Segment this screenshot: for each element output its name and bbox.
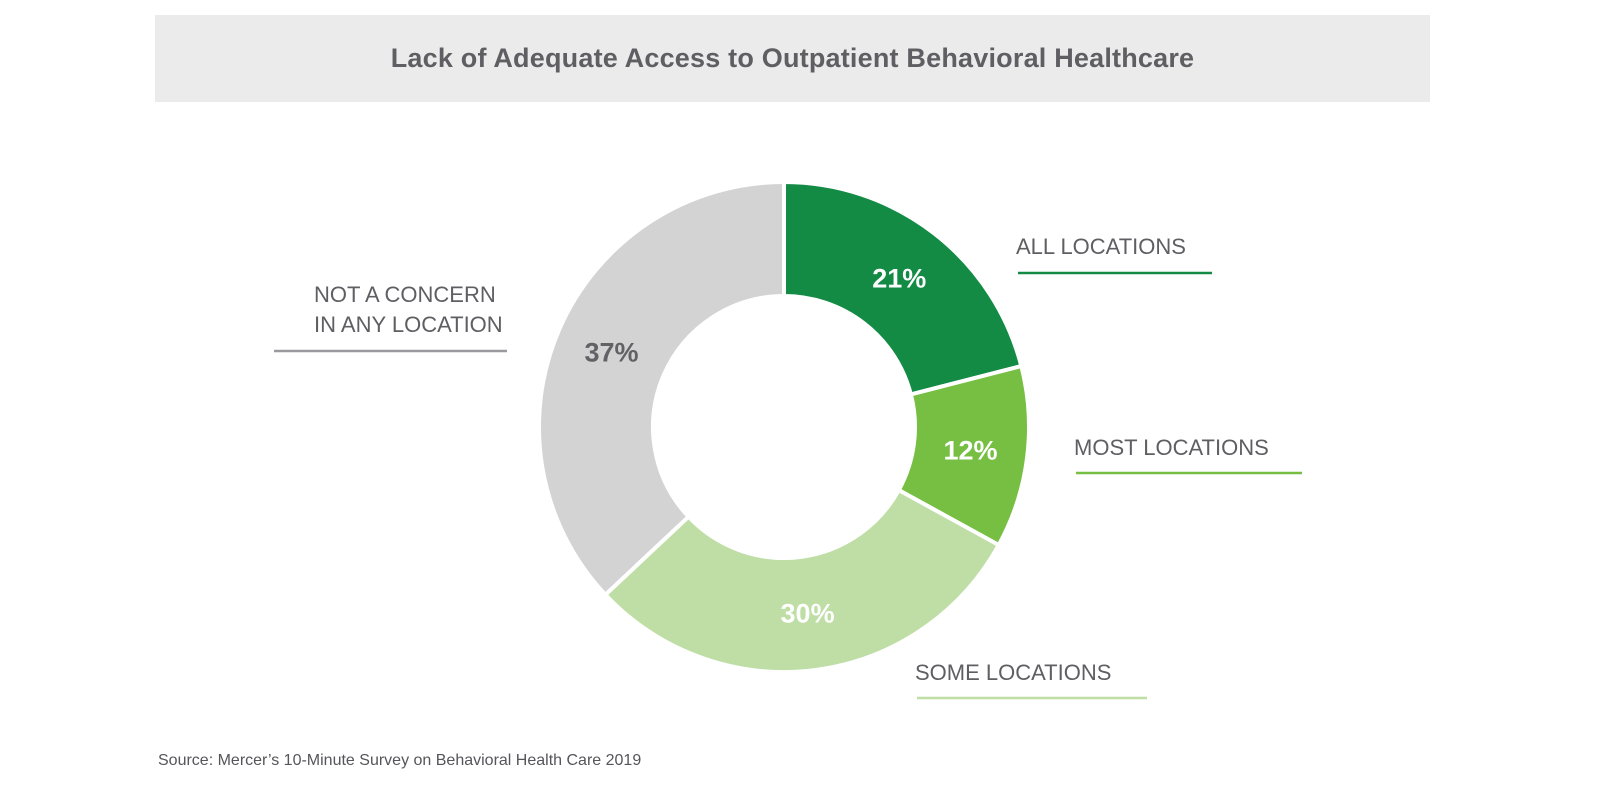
donut-slices bbox=[537, 179, 1031, 674]
category-labels: ALL LOCATIONS MOST LOCATIONS SOME LOCATION… bbox=[274, 234, 1302, 700]
category-label-not-a-concern-in-any-location-line-1: NOT A CONCERN bbox=[314, 282, 496, 307]
category-label-not-a-concern-in-any-location-line-2: IN ANY LOCATION bbox=[314, 312, 503, 337]
slice-not-a-concern-in-any-location bbox=[537, 179, 786, 598]
source-note: Source: Mercer’s 10-Minute Survey on Beh… bbox=[158, 752, 642, 769]
category-label-some-locations: SOME LOCATIONS bbox=[915, 660, 1111, 685]
chart-title: Lack of Adequate Access to Outpatient Be… bbox=[390, 43, 1195, 73]
value-label-not-a-concern-in-any-location: 37% bbox=[584, 337, 638, 367]
category-label-all-locations: ALL LOCATIONS bbox=[1016, 234, 1186, 259]
value-label-some-locations: 30% bbox=[781, 599, 835, 629]
value-label-most-locations: 12% bbox=[943, 436, 997, 466]
value-label-all-locations: 21% bbox=[872, 263, 926, 293]
chart-title-bar: Lack of Adequate Access to Outpatient Be… bbox=[155, 15, 1430, 102]
donut-value-labels: 21% 12% 30% 37% bbox=[584, 263, 997, 628]
slice-some-locations bbox=[602, 487, 1002, 674]
slice-all-locations bbox=[782, 179, 1024, 397]
category-label-most-locations: MOST LOCATIONS bbox=[1074, 435, 1269, 460]
